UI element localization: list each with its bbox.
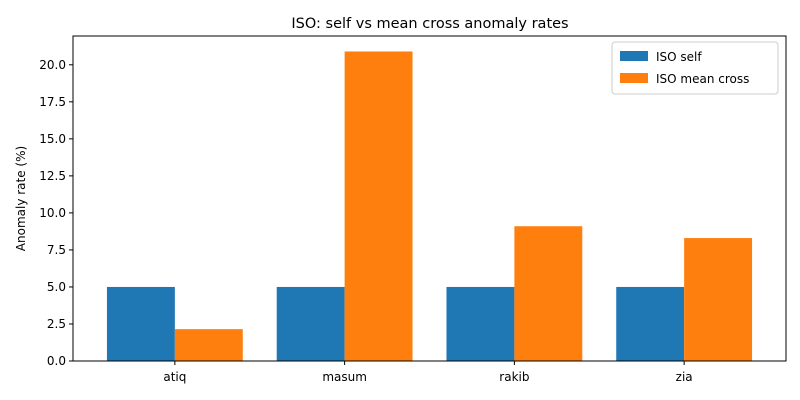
y-tick-label: 12.5 [39, 169, 66, 183]
y-axis-label: Anomaly rate (%) [14, 146, 28, 251]
chart-title: ISO: self vs mean cross anomaly rates [291, 16, 568, 32]
x-tick-label: masum [322, 370, 367, 384]
y-axis-ticks: 0.0 2.5 5.0 7.5 10.0 12.5 15.0 17.5 20.0 [39, 58, 73, 368]
bar-iso-self-masum [276, 286, 345, 361]
y-tick-label: 15.0 [39, 132, 66, 146]
bar-iso-mean-cross-atiq [174, 329, 243, 361]
y-tick-label: 5.0 [47, 280, 66, 294]
bar-iso-self-zia [616, 286, 685, 361]
y-tick-label: 17.5 [39, 95, 66, 109]
plot-frame [72, 35, 787, 362]
bar-iso-mean-cross-zia [684, 238, 753, 361]
legend: ISO self ISO mean cross [611, 41, 779, 95]
legend-swatch [620, 51, 648, 61]
legend-swatch [620, 73, 648, 83]
x-tick-label: atiq [163, 370, 186, 384]
y-tick-label: 7.5 [47, 243, 66, 257]
bar-iso-mean-cross-masum [344, 51, 413, 361]
y-tick-label: 20.0 [39, 58, 66, 72]
legend-label: ISO self [656, 50, 702, 64]
x-tick-label: rakib [499, 370, 529, 384]
legend-box [611, 41, 779, 95]
y-tick-label: 2.5 [47, 317, 66, 331]
bar-iso-self-rakib [446, 286, 515, 361]
y-tick-label: 10.0 [39, 206, 66, 220]
y-tick-label: 0.0 [47, 354, 66, 368]
bar-iso-mean-cross-rakib [514, 226, 583, 361]
bar-iso-self-atiq [106, 286, 175, 361]
x-tick-label: zia [676, 370, 693, 384]
bars-group [106, 51, 753, 361]
legend-label: ISO mean cross [656, 72, 749, 86]
x-axis-ticks: atiq masum rakib zia [163, 361, 693, 384]
